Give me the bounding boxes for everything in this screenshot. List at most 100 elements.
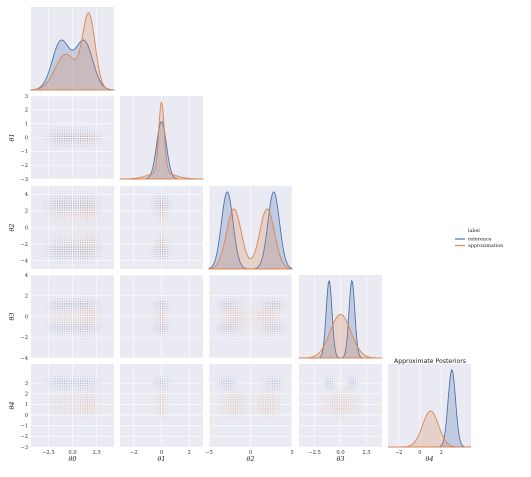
- contour-dot: [157, 326, 158, 327]
- contour-dot: [327, 406, 328, 407]
- contour-dot: [151, 329, 152, 330]
- contour-dot: [219, 404, 220, 405]
- contour-dot: [57, 251, 58, 252]
- contour-dot: [332, 388, 333, 389]
- contour-dot: [55, 326, 56, 327]
- contour-dot: [274, 385, 275, 386]
- contour-dot: [85, 310, 86, 311]
- contour-dot: [75, 415, 76, 416]
- contour-dot: [71, 200, 72, 201]
- contour-dot: [235, 301, 236, 302]
- contour-dot: [75, 385, 76, 386]
- contour-dot: [64, 147, 65, 148]
- contour-dot: [164, 214, 165, 215]
- contour-dot: [230, 310, 231, 311]
- contour-dot: [52, 247, 53, 248]
- contour-dot: [43, 251, 44, 252]
- contour-dot: [66, 413, 67, 414]
- contour-dot: [217, 383, 218, 384]
- contour-dot: [96, 418, 97, 419]
- contour-dot: [230, 378, 231, 379]
- contour-dot: [64, 242, 65, 243]
- contour-dot: [78, 390, 79, 391]
- contour-dot: [274, 411, 275, 412]
- panel-3-2: [209, 275, 292, 358]
- contour-dot: [157, 299, 158, 300]
- contour-dot: [73, 418, 74, 419]
- contour-dot: [272, 296, 273, 297]
- contour-dot: [327, 418, 328, 419]
- contour-dot: [169, 312, 170, 313]
- contour-dot: [68, 385, 69, 386]
- contour-dot: [45, 212, 46, 213]
- contour-dot: [78, 397, 79, 398]
- contour-dot: [64, 196, 65, 197]
- contour-dot: [357, 415, 358, 416]
- contour-dot: [87, 138, 88, 139]
- contour-dot: [223, 408, 224, 409]
- contour-dot: [230, 413, 231, 414]
- contour-dot: [43, 329, 44, 330]
- contour-dot: [276, 315, 277, 316]
- contour-dot: [270, 324, 271, 325]
- contour-dot: [45, 136, 46, 137]
- contour-dot: [64, 333, 65, 334]
- contour-dot: [325, 408, 326, 409]
- contour-dot: [87, 388, 88, 389]
- x-tick-label: 0: [418, 450, 421, 456]
- contour-dot: [164, 408, 165, 409]
- contour-dot: [71, 205, 72, 206]
- contour-dot: [260, 397, 261, 398]
- contour-dot: [62, 127, 63, 128]
- y-tick-label: −1: [20, 149, 28, 155]
- contour-dot: [55, 401, 56, 402]
- contour-dot: [228, 401, 229, 402]
- contour-dot: [45, 388, 46, 389]
- contour-dot: [327, 397, 328, 398]
- contour-dot: [96, 133, 97, 134]
- contour-dot: [260, 315, 261, 316]
- contour-dot: [98, 247, 99, 248]
- contour-dot: [87, 376, 88, 377]
- contour-dot: [89, 308, 90, 309]
- contour-dot: [82, 235, 83, 236]
- contour-dot: [59, 203, 60, 204]
- contour-dot: [155, 217, 156, 218]
- contour-dot: [327, 390, 328, 391]
- contour-dot: [55, 319, 56, 320]
- contour-dot: [64, 210, 65, 211]
- contour-dot: [66, 306, 67, 307]
- contour-dot: [92, 258, 93, 259]
- contour-dot: [160, 404, 161, 405]
- contour-dot: [87, 392, 88, 393]
- contour-dot: [55, 249, 56, 250]
- contour-dot: [258, 415, 259, 416]
- contour-dot: [98, 251, 99, 252]
- contour-dot: [267, 401, 268, 402]
- contour-dot: [85, 415, 86, 416]
- contour-dot: [258, 310, 259, 311]
- contour-dot: [219, 310, 220, 311]
- contour-dot: [164, 315, 165, 316]
- contour-dot: [73, 411, 74, 412]
- contour-dot: [246, 308, 247, 309]
- contour-dot: [167, 249, 168, 250]
- contour-dot: [323, 383, 324, 384]
- contour-dot: [73, 217, 74, 218]
- contour-dot: [101, 240, 102, 241]
- contour-dot: [336, 395, 337, 396]
- contour-dot: [235, 413, 236, 414]
- contour-dot: [64, 205, 65, 206]
- contour-dot: [228, 296, 229, 297]
- contour-dot: [263, 395, 264, 396]
- contour-dot: [52, 312, 53, 313]
- contour-dot: [237, 315, 238, 316]
- contour-dot: [155, 376, 156, 377]
- contour-dot: [48, 133, 49, 134]
- contour-dot: [357, 385, 358, 386]
- contour-dot: [50, 253, 51, 254]
- contour-dot: [223, 390, 224, 391]
- contour-dot: [164, 253, 165, 254]
- contour-dot: [339, 388, 340, 389]
- contour-dot: [96, 205, 97, 206]
